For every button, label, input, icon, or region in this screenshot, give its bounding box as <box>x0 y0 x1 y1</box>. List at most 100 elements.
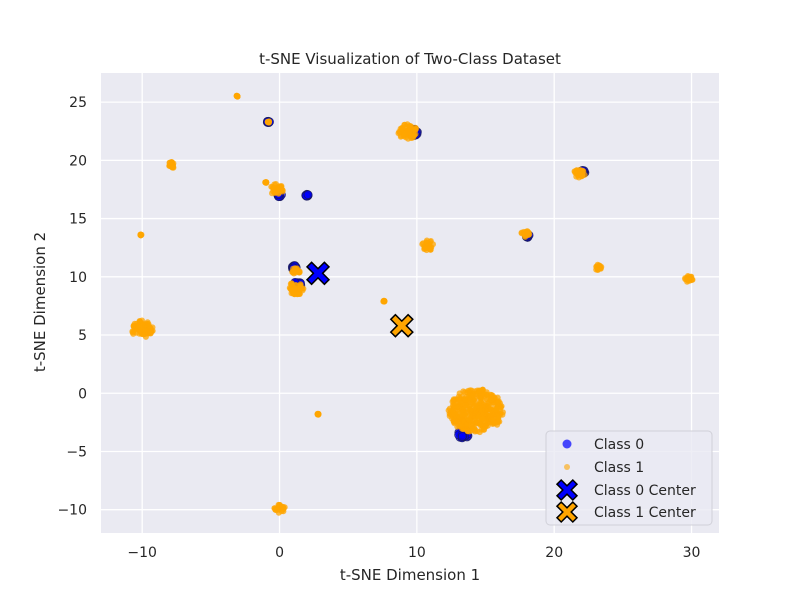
class-1-point <box>137 328 144 335</box>
y-tick-label: 10 <box>69 270 87 286</box>
x-tick-label: 20 <box>545 545 563 561</box>
class-1-point <box>262 179 269 186</box>
class-1-point <box>596 265 603 272</box>
x-tick-label: −10 <box>127 545 157 561</box>
y-tick-label: 20 <box>69 153 87 169</box>
class-1-point <box>461 412 468 418</box>
class-1-point <box>290 290 297 297</box>
class-1-point <box>452 402 458 409</box>
y-tick-label: −5 <box>66 444 87 460</box>
class-1-point <box>578 173 585 180</box>
class-1-point <box>685 276 692 283</box>
class-1-point <box>290 270 297 277</box>
class-1-point <box>477 422 484 428</box>
class-1-center-marker <box>389 313 414 338</box>
class-1-point <box>405 127 412 134</box>
class-1-point <box>275 190 282 197</box>
class-1-point <box>497 404 504 410</box>
class-1-point <box>474 412 481 419</box>
class-1-point <box>463 393 470 400</box>
class-1-point <box>483 389 490 396</box>
legend-class1-marker <box>564 464 570 470</box>
class-1-point <box>147 328 154 335</box>
class-1-point <box>493 412 500 419</box>
class-1-point <box>136 318 143 324</box>
class-1-point <box>474 387 481 394</box>
legend: Class 0 Class 1 Class 0 Center Class 1 C… <box>545 430 713 526</box>
legend-x-glyph <box>555 478 579 502</box>
class-1-point <box>131 326 138 333</box>
legend-class0-label: Class 0 <box>594 437 644 453</box>
class-1-point <box>137 231 144 238</box>
x-tick-label: 30 <box>683 545 701 561</box>
legend-class1-center-marker <box>555 500 579 524</box>
class-1-point <box>463 421 470 428</box>
x-axis-ticks: −10 0 10 20 30 <box>127 545 700 561</box>
x-tick-label: 0 <box>275 545 284 561</box>
y-tick-label: 15 <box>69 212 87 228</box>
class-centers <box>305 261 414 338</box>
class-1-point <box>488 403 495 410</box>
class-0-point <box>303 190 313 200</box>
class-1-point <box>169 164 176 170</box>
class-1-points <box>129 92 696 516</box>
class-1-point <box>453 413 460 420</box>
legend-class0-center-label: Class 0 Center <box>594 483 696 499</box>
grid-lines <box>101 73 719 533</box>
class-1-point <box>401 121 408 128</box>
class-1-point <box>296 291 303 297</box>
class-1-point <box>455 393 462 400</box>
class-1-point <box>493 406 500 413</box>
class-1-point <box>292 265 299 272</box>
class-0-center-marker <box>305 261 331 286</box>
class-1-point <box>473 406 480 413</box>
legend-box <box>545 430 713 526</box>
x-tick-label: 10 <box>408 545 426 561</box>
class-1-point <box>480 415 487 422</box>
class-1-point <box>427 246 434 253</box>
class-1-point <box>314 411 321 417</box>
class-1-point <box>144 321 151 327</box>
class-1-point <box>273 507 280 513</box>
class-1-point <box>580 168 587 175</box>
class-1-point <box>472 395 479 402</box>
y-tick-label: −10 <box>57 503 87 519</box>
legend-class0-marker <box>562 439 572 449</box>
class-1-point <box>477 394 484 401</box>
class-1-point <box>300 285 307 292</box>
class-1-point <box>482 423 489 430</box>
class-1-point <box>522 229 529 236</box>
class-1-point <box>574 169 581 175</box>
class-1-point <box>280 505 287 512</box>
legend-class1-label: Class 1 <box>594 460 644 476</box>
class-1-point <box>488 396 495 403</box>
class-1-point <box>490 417 497 424</box>
class-1-point <box>476 429 483 436</box>
class-1-point <box>424 240 431 247</box>
x-axis-label: t-SNE Dimension 1 <box>340 566 480 584</box>
class-1-point <box>466 417 473 424</box>
class-1-point <box>381 298 388 305</box>
legend-class1-center-label: Class 1 Center <box>594 505 696 521</box>
class-1-point <box>287 286 294 293</box>
class-1-point <box>480 410 487 417</box>
class-1-point <box>479 403 486 410</box>
class-0-point <box>457 432 467 442</box>
class-1-point <box>469 412 476 419</box>
class-1-point <box>465 406 472 413</box>
class-1-point <box>405 135 412 142</box>
class-1-point <box>264 118 271 125</box>
class-1-point <box>456 423 463 429</box>
y-tick-label: 0 <box>78 386 87 402</box>
class-1-point <box>271 185 277 192</box>
y-tick-label: 5 <box>78 328 87 344</box>
class-1-point <box>452 418 459 425</box>
y-tick-label: 25 <box>69 95 87 111</box>
class-1-point <box>450 396 457 403</box>
legend-x-glyph <box>555 500 579 524</box>
chart-title: t-SNE Visualization of Two-Class Dataset <box>259 50 561 68</box>
class-1-point <box>395 130 402 137</box>
y-axis-label: t-SNE Dimension 2 <box>31 232 49 372</box>
class-1-point <box>234 93 241 100</box>
